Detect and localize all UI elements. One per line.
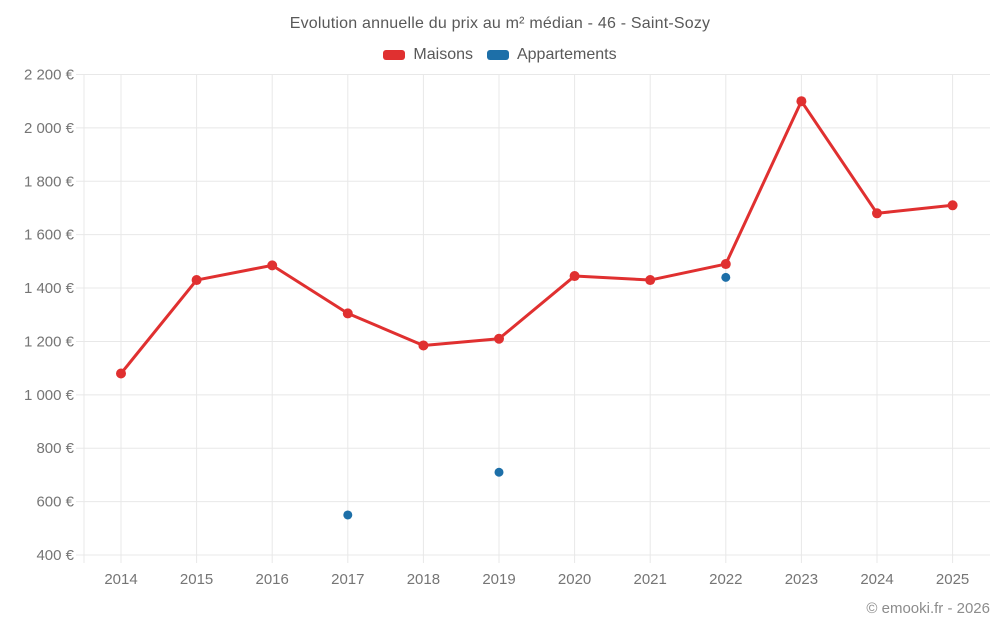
legend-label-maisons: Maisons (413, 46, 473, 63)
point-maisons-2022[interactable] (720, 259, 731, 270)
x-axis-label-2021: 2021 (634, 571, 667, 588)
point-appartements-2022[interactable] (721, 272, 731, 282)
point-maisons-2014[interactable] (116, 368, 126, 379)
y-axis-label-400: 400 € (36, 547, 74, 564)
y-axis-label-2200: 2 200 € (24, 67, 75, 84)
legend: Maisons Appartements (0, 46, 1000, 64)
legend-swatch-maisons (383, 50, 406, 60)
copyright-text: © emooki.fr - 2026 (866, 600, 990, 617)
y-axis-label-1400: 1 400 € (24, 280, 75, 297)
x-axis-label-2019: 2019 (482, 571, 515, 588)
point-maisons-2025[interactable] (947, 200, 958, 211)
y-axis-label-600: 600 € (36, 494, 74, 511)
point-maisons-2018[interactable] (418, 340, 429, 351)
x-axis-label-2022: 2022 (709, 571, 742, 588)
point-maisons-2021[interactable] (645, 275, 656, 286)
legend-swatch-appartements (486, 50, 509, 60)
y-axis-label-800: 800 € (36, 440, 74, 457)
point-maisons-2020[interactable] (569, 271, 580, 282)
line-maisons (119, 99, 955, 375)
x-axis-label-2016: 2016 (256, 571, 289, 588)
y-axis-label-1800: 1 800 € (24, 173, 75, 190)
x-axis-label-2018: 2018 (407, 571, 440, 588)
y-axis-label-1000: 1 000 € (24, 387, 75, 404)
point-maisons-2015[interactable] (191, 275, 202, 286)
point-maisons-2017[interactable] (342, 308, 353, 319)
y-axis-label-2000: 2 000 € (24, 120, 75, 137)
point-maisons-2024[interactable] (872, 208, 882, 219)
x-axis-label-2020: 2020 (558, 571, 591, 588)
point-appartements-2019[interactable] (494, 467, 504, 477)
legend-item-appartements[interactable]: Appartements (486, 46, 617, 64)
x-axis-label-2015: 2015 (180, 571, 213, 588)
x-axis-label-2023: 2023 (785, 571, 818, 588)
x-axis-label-2024: 2024 (860, 571, 893, 588)
point-maisons-2016[interactable] (267, 260, 278, 271)
chart-title: Evolution annuelle du prix au m² médian … (289, 15, 711, 32)
legend-item-maisons[interactable]: Maisons (383, 46, 473, 64)
y-axis-label-1200: 1 200 € (24, 333, 75, 350)
x-axis-label-2014: 2014 (104, 571, 137, 588)
point-maisons-2023[interactable] (796, 96, 807, 107)
x-axis-label-2017: 2017 (331, 571, 364, 588)
point-appartements-2017[interactable] (343, 510, 353, 520)
x-axis-label-2025: 2025 (936, 571, 969, 588)
point-maisons-2019[interactable] (494, 333, 504, 344)
y-axis-label-1600: 1 600 € (24, 227, 75, 244)
legend-label-appartements: Appartements (516, 46, 617, 63)
